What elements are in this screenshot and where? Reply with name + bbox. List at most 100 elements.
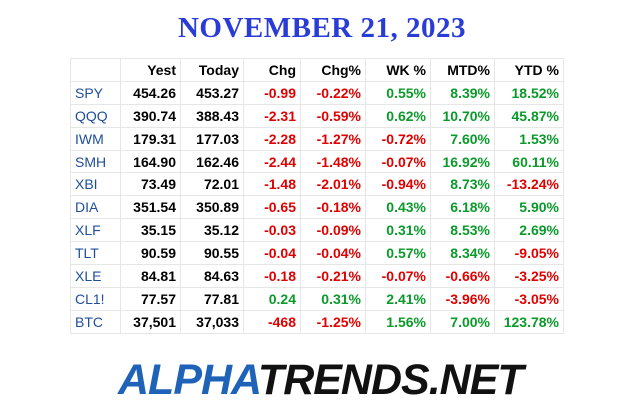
logo-part: ALPHA [118, 356, 259, 404]
cell: 8.34% [430, 241, 495, 266]
cell: 0.31% [365, 218, 431, 243]
ticker: SMH [70, 149, 121, 174]
cell: -0.65 [243, 195, 301, 220]
cell: 77.81 [180, 286, 244, 311]
cell: -1.27% [300, 126, 366, 151]
header-row: Yest Today Chg Chg% WK % MTD% YTD % [70, 58, 564, 82]
column-header: Today [180, 58, 244, 82]
cell: -2.28 [243, 126, 301, 151]
cell: 16.92% [430, 149, 495, 174]
cell: 453.27 [180, 80, 244, 105]
cell: -0.07% [365, 149, 431, 174]
ticker: XLF [70, 218, 121, 243]
ticker: TLT [70, 241, 121, 266]
cell: 84.63 [180, 264, 244, 288]
cell: 77.57 [120, 286, 181, 311]
cell: -3.96% [430, 286, 495, 311]
cell: -468 [243, 309, 301, 334]
cell: 37,501 [120, 309, 181, 334]
cell: -2.44 [243, 149, 301, 174]
cell: 18.52% [494, 80, 564, 105]
cell: 72.01 [180, 172, 244, 197]
row: SMH 164.90 162.46 -2.44 -1.48% -0.07% 16.92% 60… [70, 149, 564, 174]
cell: 5.90% [494, 195, 564, 220]
cell: 8.73% [430, 172, 495, 197]
cell: -3.25% [494, 264, 564, 288]
cell: -1.48% [300, 149, 366, 174]
column-header: Chg% [300, 58, 366, 82]
cell: 1.53% [494, 126, 564, 151]
row: XLF 35.15 35.12 -0.03 -0.09% 0.31% 8.53% 2.69% [70, 218, 564, 243]
cell: 1.56% [365, 309, 431, 334]
row: DIA 351.54 350.89 -0.65 -0.18% 0.43% 6.18% 5.90… [70, 195, 564, 220]
cell: 10.70% [430, 103, 495, 128]
cell: 388.43 [180, 103, 244, 128]
cell: 37,033 [180, 309, 244, 334]
ticker: IWM [70, 126, 121, 151]
cell: 351.54 [120, 195, 181, 220]
column-header: Chg [243, 58, 301, 82]
ticker: XBI [70, 172, 121, 197]
cell: 0.55% [365, 80, 431, 105]
logo: ALPHATRENDS.NET [118, 356, 524, 405]
cell: -0.04% [300, 241, 366, 266]
cell: -0.21% [300, 264, 366, 288]
column-header: YTD % [494, 58, 564, 82]
cell: -0.04 [243, 241, 301, 266]
cell: -3.05% [494, 286, 564, 311]
cell: 177.03 [180, 126, 244, 151]
cell: 350.89 [180, 195, 244, 220]
column-header [70, 58, 121, 82]
cell: 0.62% [365, 103, 431, 128]
cell: 90.55 [180, 241, 244, 266]
cell: -0.07% [365, 264, 431, 288]
row: SPY 454.26 453.27 -0.99 -0.22% 0.55% 8.39% 18.5… [70, 80, 564, 105]
cell: -0.66% [430, 264, 495, 288]
row: BTC 37,501 37,033 -468 -1.25% 1.56% 7.00% 123.7… [70, 309, 564, 334]
row: XLE 84.81 84.63 -0.18 -0.21% -0.07% -0.66% -3.2… [70, 264, 564, 288]
ticker: XLE [70, 264, 121, 288]
cell: 35.12 [180, 218, 244, 243]
cell: 0.57% [365, 241, 431, 266]
cell: -0.03 [243, 218, 301, 243]
cell: 84.81 [120, 264, 181, 288]
title: NOVEMBER 21, 2023 [177, 12, 467, 44]
column-header: WK % [365, 58, 431, 82]
cell: 45.87% [494, 103, 564, 128]
cell: -9.05% [494, 241, 564, 266]
ticker: SPY [70, 80, 121, 105]
cell: -0.59% [300, 103, 366, 128]
cell: 35.15 [120, 218, 181, 243]
cell: 7.00% [430, 309, 495, 334]
row: QQQ 390.74 388.43 -2.31 -0.59% 0.62% 10.70% 45.… [70, 103, 564, 128]
cell: -13.24% [494, 172, 564, 197]
ticker: BTC [70, 309, 121, 334]
row: IWM 179.31 177.03 -2.28 -1.27% -0.72% 7.60% 1.5… [70, 126, 564, 151]
row: TLT 90.59 90.55 -0.04 -0.04% 0.57% 8.34% -9.05% [70, 241, 564, 266]
cell: 0.43% [365, 195, 431, 220]
ticker: CL1! [70, 286, 121, 311]
cell: 7.60% [430, 126, 495, 151]
row: XBI 73.49 72.01 -1.48 -2.01% -0.94% 8.73% -13.2… [70, 172, 564, 197]
cell: 90.59 [120, 241, 181, 266]
ticker: DIA [70, 195, 121, 220]
cell: 2.69% [494, 218, 564, 243]
logo-part: TRENDS.NET [257, 356, 524, 404]
column-header: MTD% [430, 58, 495, 82]
cell: -2.01% [300, 172, 366, 197]
cell: -0.18 [243, 264, 301, 288]
cell: -0.09% [300, 218, 366, 243]
cell: 390.74 [120, 103, 181, 128]
cell: -0.99 [243, 80, 301, 105]
ticker: QQQ [70, 103, 121, 128]
column-header: Yest [120, 58, 181, 82]
cell: -0.72% [365, 126, 431, 151]
row: CL1! 77.57 77.81 0.24 0.31% 2.41% -3.96% -3.05% [70, 286, 564, 311]
cell: 60.11% [494, 149, 564, 174]
cell: 454.26 [120, 80, 181, 105]
cell: 123.78% [494, 309, 564, 334]
cell: 8.53% [430, 218, 495, 243]
market-table: Yest Today Chg Chg% WK % MTD% YTD % SPY 454.26 45… [70, 58, 564, 334]
cell: -2.31 [243, 103, 301, 128]
